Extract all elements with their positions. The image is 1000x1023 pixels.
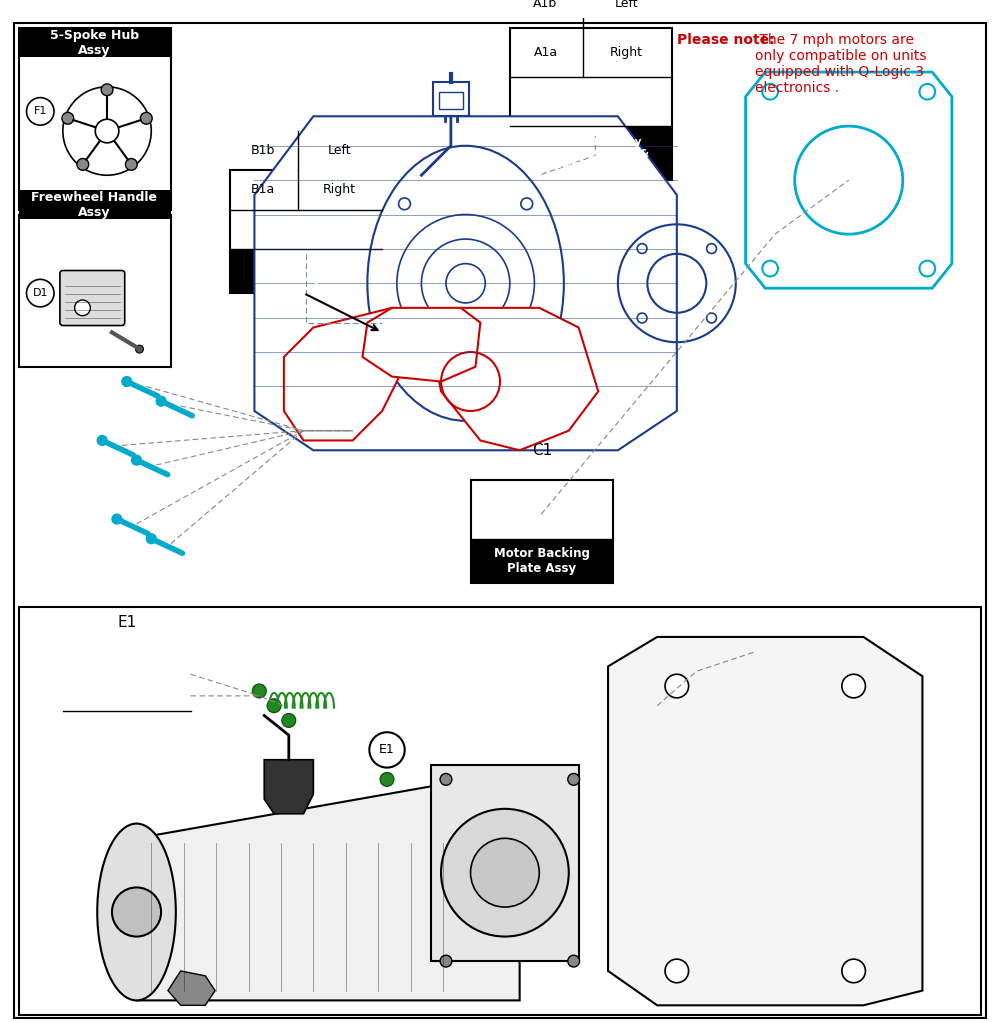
Circle shape [399, 197, 410, 210]
Bar [63, 652, 191, 755]
Text: Freewheel Handle
Assy: Freewheel Handle Assy [31, 190, 157, 219]
Bar [230, 170, 382, 294]
Text: Left: Left [328, 144, 351, 158]
Bar [510, 126, 672, 180]
Polygon shape [264, 760, 313, 813]
Bar [471, 539, 613, 583]
Text: Right: Right [323, 183, 356, 196]
Polygon shape [137, 780, 520, 1000]
Circle shape [101, 84, 113, 96]
Circle shape [521, 357, 533, 368]
Bar [19, 28, 171, 210]
Text: Left: Left [615, 0, 638, 10]
Circle shape [75, 300, 90, 316]
Circle shape [252, 684, 266, 698]
Polygon shape [168, 971, 215, 1006]
Circle shape [440, 773, 452, 786]
Circle shape [140, 113, 152, 124]
Polygon shape [431, 308, 598, 450]
Circle shape [441, 809, 569, 936]
Text: A1b: A1b [533, 0, 558, 10]
Polygon shape [608, 637, 922, 1006]
Ellipse shape [367, 145, 564, 420]
Text: E1: E1 [117, 615, 136, 630]
Circle shape [637, 243, 647, 254]
Ellipse shape [97, 824, 176, 1000]
Text: The 7 mph motors are
only compatible on units
equipped with Q-Logic 3
electronic: The 7 mph motors are only compatible on … [755, 33, 927, 95]
Circle shape [97, 436, 107, 445]
Circle shape [62, 113, 74, 124]
Circle shape [762, 261, 778, 276]
Circle shape [156, 396, 166, 406]
Circle shape [568, 773, 580, 786]
Bar [19, 215, 171, 367]
Circle shape [146, 534, 156, 543]
Circle shape [380, 772, 394, 787]
Polygon shape [362, 308, 480, 382]
Circle shape [471, 838, 539, 907]
Bar [230, 249, 382, 294]
Bar [19, 28, 171, 57]
Text: Motor Mount
Assy: Motor Mount Assy [261, 258, 351, 285]
Circle shape [665, 960, 689, 983]
Text: B1b: B1b [251, 144, 276, 158]
Text: Right: Right [610, 46, 643, 59]
Text: Suspension
Assy: Suspension Assy [87, 719, 167, 747]
Bar [510, 28, 672, 180]
Text: A1a: A1a [533, 46, 558, 59]
Text: F1: F1 [34, 106, 47, 117]
Circle shape [707, 313, 716, 323]
Circle shape [637, 313, 647, 323]
Circle shape [27, 97, 54, 125]
Circle shape [125, 159, 137, 170]
Circle shape [112, 887, 161, 936]
Circle shape [369, 732, 405, 767]
Circle shape [112, 515, 122, 524]
Circle shape [842, 674, 865, 698]
Bar [439, 92, 463, 109]
Text: C1: C1 [532, 443, 552, 457]
Text: Please note:: Please note: [677, 33, 774, 47]
Circle shape [27, 279, 54, 307]
Circle shape [440, 955, 452, 967]
Text: Drive Motor Assy
(Includes the Hub &
Freewheel Handle): Drive Motor Assy (Includes the Hub & Fre… [532, 137, 649, 170]
Circle shape [521, 197, 533, 210]
Polygon shape [284, 308, 421, 441]
Bar [471, 480, 613, 583]
Text: Motor Backing
Plate Assy: Motor Backing Plate Assy [494, 547, 590, 575]
Text: B1a: B1a [251, 183, 275, 196]
Circle shape [122, 376, 132, 387]
Bar [19, 190, 171, 219]
Circle shape [568, 955, 580, 967]
FancyBboxPatch shape [60, 270, 125, 325]
Bar [431, 764, 579, 962]
Circle shape [707, 243, 716, 254]
Circle shape [399, 357, 410, 368]
Circle shape [267, 699, 281, 713]
Circle shape [919, 261, 935, 276]
Circle shape [842, 960, 865, 983]
Polygon shape [746, 72, 952, 288]
Circle shape [136, 345, 143, 353]
Circle shape [132, 455, 141, 465]
Circle shape [919, 84, 935, 99]
Text: D1: D1 [33, 288, 48, 298]
Bar [63, 711, 191, 755]
Circle shape [77, 159, 89, 170]
Circle shape [282, 714, 296, 727]
Circle shape [762, 84, 778, 99]
Bar [19, 608, 981, 1015]
Circle shape [665, 674, 689, 698]
Polygon shape [254, 117, 677, 450]
Text: E1: E1 [379, 744, 395, 756]
Polygon shape [433, 82, 469, 117]
Text: 5-Spoke Hub
Assy: 5-Spoke Hub Assy [50, 29, 139, 56]
